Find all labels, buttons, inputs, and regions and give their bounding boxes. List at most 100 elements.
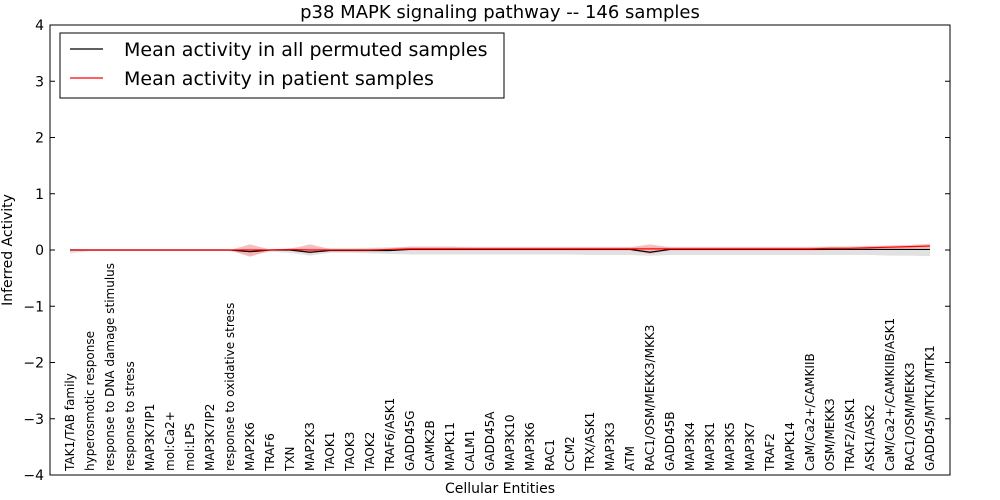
- legend-label-patient: Mean activity in patient samples: [124, 68, 434, 90]
- x-tick-label: RAC1: [543, 439, 557, 471]
- data-point: [269, 249, 271, 251]
- data-point: [389, 248, 391, 250]
- legend-label-permuted: Mean activity in all permuted samples: [124, 39, 487, 61]
- x-tick-label: RAC1/OSM/MEKK3: [903, 362, 917, 471]
- x-tick-label: TAOK3: [343, 432, 357, 472]
- data-point: [509, 248, 511, 250]
- y-tick-label: 2: [35, 131, 44, 147]
- data-point: [409, 248, 411, 250]
- x-tick-label: response to stress: [123, 361, 137, 471]
- data-point: [129, 249, 131, 251]
- chart-title: p38 MAPK signaling pathway -- 146 sample…: [300, 2, 700, 23]
- x-tick-label: mol:Ca2+: [163, 411, 177, 471]
- data-point: [589, 248, 591, 250]
- data-point: [929, 248, 931, 250]
- data-point: [349, 249, 351, 251]
- x-tick-label: ATM: [623, 446, 637, 471]
- x-tick-label: MAP3K6: [523, 422, 537, 471]
- x-tick-label: TAOK2: [363, 432, 377, 472]
- data-point: [249, 249, 251, 251]
- data-point: [229, 249, 231, 251]
- data-point: [209, 249, 211, 251]
- data-point: [689, 248, 691, 250]
- data-point: [929, 245, 931, 247]
- data-point: [629, 248, 631, 250]
- data-point: [189, 249, 191, 251]
- data-point: [789, 248, 791, 250]
- x-tick-label: CCM2: [563, 436, 577, 471]
- data-point: [309, 249, 311, 251]
- x-tick-label: TAOK1: [323, 432, 337, 472]
- x-tick-label: TRX/ASK1: [583, 412, 597, 472]
- x-tick-label: MAP2K6: [243, 422, 257, 471]
- series-line-patient: [70, 245, 931, 251]
- data-point: [369, 249, 371, 251]
- data-point: [289, 248, 291, 250]
- x-tick-label: MAP3K1: [703, 422, 717, 471]
- data-point: [649, 248, 651, 250]
- data-point: [889, 248, 891, 250]
- x-tick-label: TRAF6: [263, 433, 277, 472]
- x-tick-label: RAC1/OSM/MEKK3/MKK3: [643, 325, 657, 471]
- x-tick-label: MAP3K7: [743, 422, 757, 471]
- y-tick-label: 0: [35, 243, 44, 259]
- y-tick-label: −2: [23, 356, 44, 372]
- data-point: [149, 249, 151, 251]
- x-axis-tick-labels: TAK1/TAB family hyperosmotic response resp…: [63, 263, 937, 472]
- data-point: [709, 248, 711, 250]
- data-point: [109, 249, 111, 251]
- y-tick-label: 3: [35, 74, 44, 90]
- data-point: [849, 247, 851, 249]
- data-point: [829, 247, 831, 249]
- legend-frame: [59, 32, 505, 99]
- y-tick-label: 1: [35, 187, 44, 203]
- data-point: [309, 251, 311, 253]
- x-tick-label: TXN: [283, 446, 297, 472]
- data-point: [449, 248, 451, 250]
- x-tick-label: GADD45/MTK1/MTK1: [923, 345, 937, 471]
- data-point: [649, 251, 651, 253]
- x-tick-label: MAP3K7IP1: [143, 404, 157, 471]
- data-point: [489, 248, 491, 250]
- x-tick-label: MAPK14: [783, 422, 797, 471]
- x-tick-label: MAPK11: [443, 422, 457, 471]
- data-point: [169, 249, 171, 251]
- x-tick-label: MAP2K3: [303, 422, 317, 471]
- confidence-bands: [70, 243, 930, 257]
- x-tick-label: hyperosmotic response: [83, 331, 97, 471]
- data-point: [429, 248, 431, 250]
- x-tick-label: ASK1/ASK2: [863, 404, 877, 471]
- data-point: [529, 248, 531, 250]
- series-lines: [69, 245, 931, 253]
- y-tick-label: 4: [35, 18, 44, 34]
- data-point: [729, 248, 731, 250]
- confidence-band-patient: [70, 243, 930, 257]
- x-tick-label: response to oxidative stress: [223, 303, 237, 471]
- x-tick-label: TRAF6/ASK1: [383, 398, 397, 472]
- x-tick-label: GADD45A: [483, 411, 497, 471]
- data-point: [609, 248, 611, 250]
- data-point: [769, 248, 771, 250]
- x-tick-label: TAK1/TAB family: [63, 373, 77, 472]
- y-tick-label: −3: [23, 412, 44, 428]
- x-tick-label: CALM1: [463, 430, 477, 471]
- data-point: [749, 248, 751, 250]
- x-tick-label: mol:LPS: [183, 423, 197, 471]
- x-tick-label: CaM/Ca2+/CAMKIIB: [803, 353, 817, 471]
- data-point: [69, 249, 71, 251]
- x-tick-label: TRAF2/ASK1: [843, 398, 857, 472]
- data-point: [569, 248, 571, 250]
- data-point: [869, 247, 871, 249]
- x-tick-label: CAMK2B: [423, 420, 437, 471]
- legend: Mean activity in all permuted samples Me…: [59, 32, 505, 99]
- x-tick-label: MAP3K10: [503, 414, 517, 471]
- y-tick-label: −4: [23, 468, 44, 484]
- x-tick-label: response to DNA damage stimulus: [103, 263, 117, 471]
- data-point: [329, 249, 331, 251]
- data-point: [549, 248, 551, 250]
- data-point: [889, 246, 891, 248]
- x-tick-label: GADD45B: [663, 412, 677, 472]
- x-tick-label: MAP3K5: [723, 422, 737, 471]
- x-tick-label: MAP3K4: [683, 422, 697, 471]
